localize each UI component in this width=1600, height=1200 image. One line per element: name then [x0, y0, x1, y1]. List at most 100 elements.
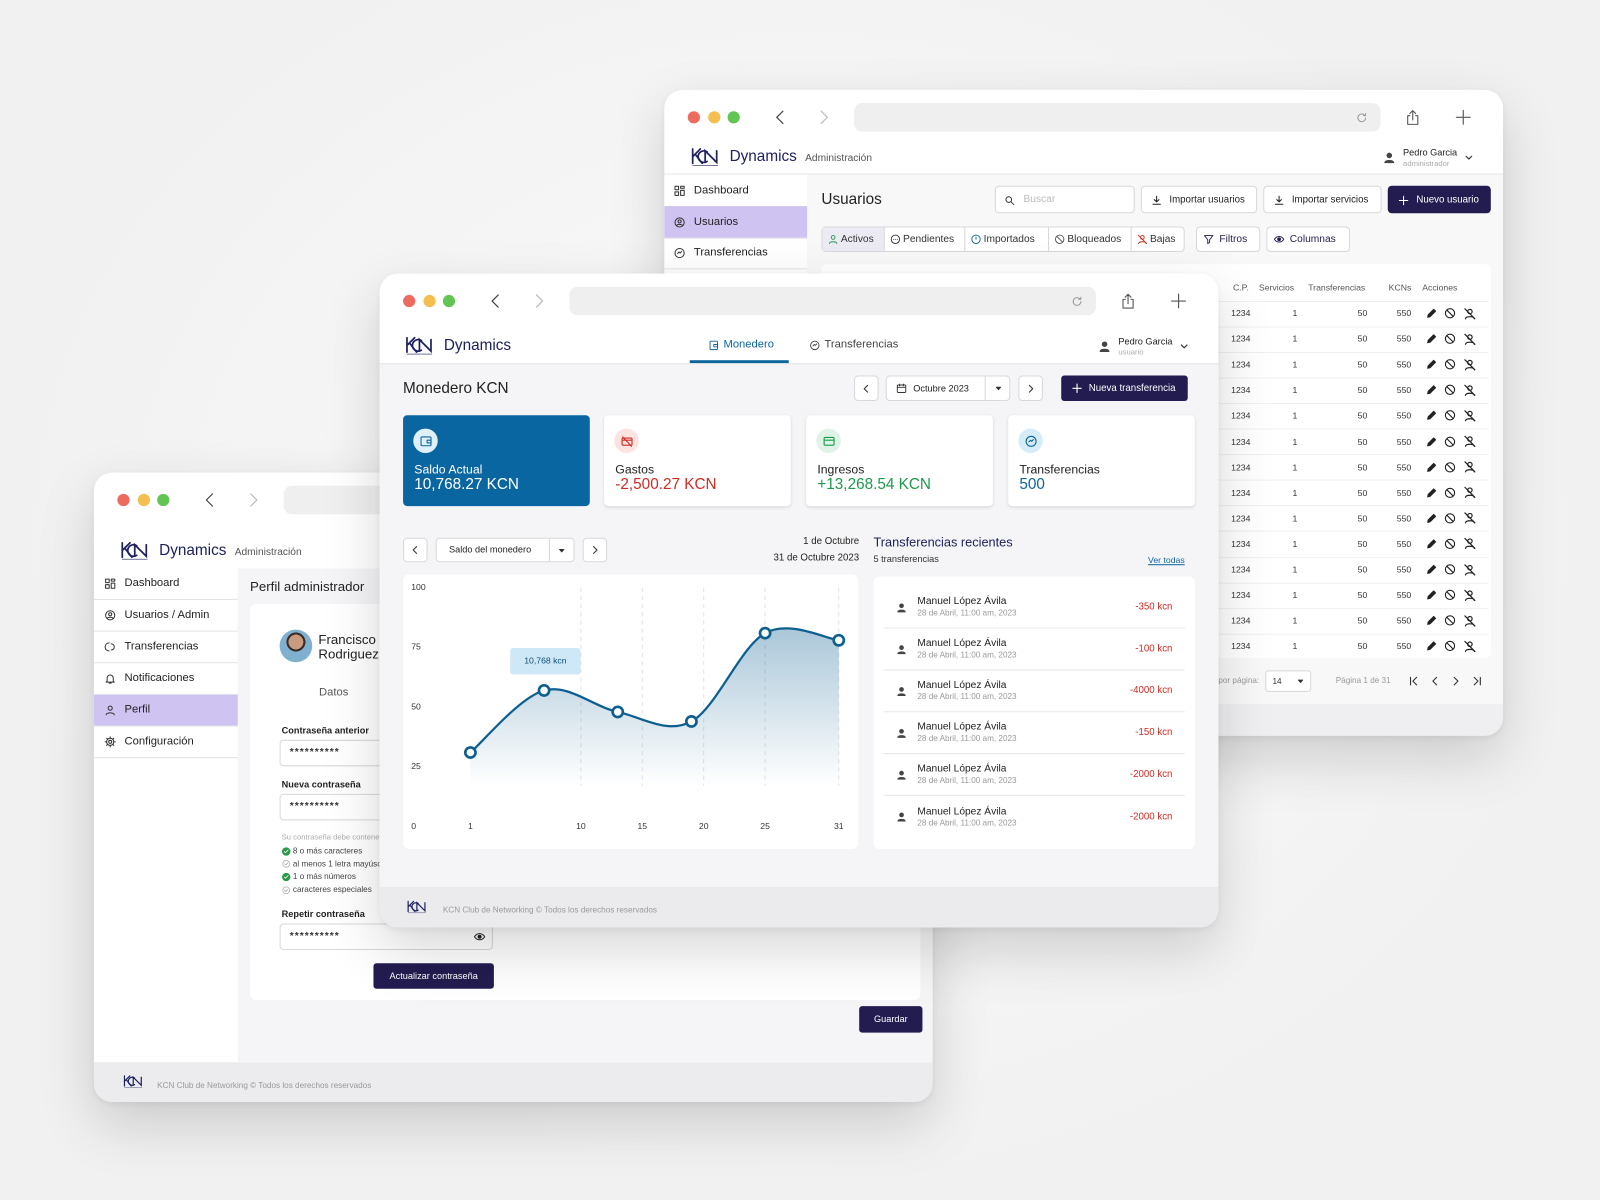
block-action[interactable]: [1444, 589, 1456, 601]
chart-prev[interactable]: [403, 537, 428, 563]
window-control[interactable]: [727, 111, 740, 124]
pagination-button[interactable]: [1471, 675, 1482, 686]
edit-action[interactable]: [1426, 538, 1438, 550]
remove-action[interactable]: [1463, 486, 1476, 499]
back-button[interactable]: [771, 108, 789, 126]
sidebar-item[interactable]: Configuración: [124, 735, 194, 748]
remove-action[interactable]: [1463, 307, 1476, 320]
remove-action[interactable]: [1463, 460, 1476, 473]
sidebar-item[interactable]: Dashboard: [124, 576, 180, 590]
remove-action[interactable]: [1463, 358, 1476, 371]
block-action[interactable]: [1444, 384, 1456, 396]
new-tab-button[interactable]: [1454, 108, 1472, 126]
show-password[interactable]: [473, 931, 486, 943]
nav-item[interactable]: Transferencias: [824, 338, 899, 351]
window-control[interactable]: [117, 493, 130, 507]
remove-action[interactable]: [1463, 640, 1476, 653]
tab[interactable]: Importados: [983, 233, 1035, 245]
pagination-button[interactable]: [1449, 675, 1460, 686]
forward-button[interactable]: [530, 292, 548, 310]
button-label[interactable]: Importar servicios: [1291, 194, 1369, 206]
save-button[interactable]: [859, 1006, 923, 1033]
edit-action[interactable]: [1426, 410, 1438, 422]
window-control[interactable]: [137, 493, 150, 507]
nav-item[interactable]: Monedero: [723, 338, 775, 351]
sidebar-item[interactable]: Usuarios: [693, 215, 739, 228]
tab[interactable]: Bajas: [1149, 233, 1176, 245]
edit-action[interactable]: [1426, 461, 1438, 473]
series-select[interactable]: [435, 537, 575, 563]
see-all-link[interactable]: Ver todas: [1148, 555, 1185, 566]
block-action[interactable]: [1444, 358, 1456, 370]
sidebar-item[interactable]: Perfil: [124, 703, 151, 716]
window-control[interactable]: [403, 294, 416, 308]
new-transfer-button[interactable]: [1061, 375, 1188, 402]
sidebar-item[interactable]: Dashboard: [693, 184, 749, 197]
next-month[interactable]: [1018, 375, 1043, 402]
block-action[interactable]: [1444, 333, 1456, 345]
block-action[interactable]: [1444, 410, 1456, 422]
block-action[interactable]: [1444, 461, 1456, 473]
tool-label[interactable]: Filtros: [1219, 233, 1248, 245]
block-action[interactable]: [1444, 640, 1456, 652]
block-action[interactable]: [1444, 307, 1456, 319]
new-tab-button[interactable]: [1169, 292, 1187, 310]
tool-label[interactable]: Columnas: [1289, 233, 1336, 245]
edit-action[interactable]: [1426, 486, 1438, 498]
save-label[interactable]: Guardar: [873, 1013, 908, 1025]
window-control[interactable]: [157, 493, 170, 507]
button-label[interactable]: Nueva transferencia: [1088, 382, 1176, 394]
back-button[interactable]: [201, 491, 219, 509]
per-page-select[interactable]: [1265, 670, 1312, 692]
edit-action[interactable]: [1426, 435, 1438, 447]
edit-action[interactable]: [1426, 589, 1438, 601]
window-control[interactable]: [423, 294, 436, 308]
share-button[interactable]: [1119, 292, 1136, 309]
forward-button[interactable]: [814, 108, 832, 126]
address-bar[interactable]: [569, 286, 1096, 316]
remove-action[interactable]: [1463, 332, 1476, 345]
share-button[interactable]: [1404, 109, 1421, 126]
update-button[interactable]: [373, 963, 494, 989]
sidebar-item[interactable]: Usuarios / Admin: [124, 608, 210, 621]
remove-action[interactable]: [1463, 537, 1476, 550]
forward-button[interactable]: [244, 491, 262, 509]
sidebar-item[interactable]: Transferencias: [124, 640, 199, 653]
remove-action[interactable]: [1463, 383, 1476, 396]
block-action[interactable]: [1444, 563, 1456, 575]
search-box[interactable]: [994, 185, 1135, 214]
remove-action[interactable]: [1463, 588, 1476, 601]
edit-action[interactable]: [1426, 358, 1438, 370]
sidebar-item[interactable]: Notificaciones: [124, 671, 195, 685]
tab[interactable]: Bloqueados: [1067, 233, 1122, 245]
remove-action[interactable]: [1463, 614, 1476, 627]
remove-action[interactable]: [1463, 563, 1476, 576]
remove-action[interactable]: [1463, 512, 1476, 525]
back-button[interactable]: [487, 292, 505, 310]
block-action[interactable]: [1444, 538, 1456, 550]
tab[interactable]: Datos: [319, 686, 349, 699]
tab[interactable]: Pendientes: [903, 233, 955, 245]
pagination-button[interactable]: [1408, 675, 1419, 686]
window-control[interactable]: [708, 111, 721, 124]
edit-action[interactable]: [1426, 614, 1438, 626]
pagination-button[interactable]: [1429, 675, 1440, 686]
address-bar[interactable]: [854, 103, 1381, 132]
prev-month[interactable]: [854, 375, 879, 402]
block-action[interactable]: [1444, 614, 1456, 626]
edit-action[interactable]: [1426, 512, 1438, 524]
tool-button[interactable]: [1195, 226, 1261, 253]
edit-action[interactable]: [1426, 307, 1438, 319]
action-button[interactable]: [1263, 185, 1382, 214]
edit-action[interactable]: [1426, 563, 1438, 575]
update-label[interactable]: Actualizar contraseña: [389, 970, 478, 981]
window-control[interactable]: [687, 111, 700, 124]
tab[interactable]: Activos: [840, 233, 874, 245]
month-select[interactable]: [885, 375, 1011, 402]
block-action[interactable]: [1444, 512, 1456, 524]
button-label[interactable]: Nuevo usuario: [1416, 194, 1479, 206]
button-label[interactable]: Importar usuarios: [1169, 194, 1245, 206]
edit-action[interactable]: [1426, 640, 1438, 652]
edit-action[interactable]: [1426, 384, 1438, 396]
block-action[interactable]: [1444, 486, 1456, 498]
